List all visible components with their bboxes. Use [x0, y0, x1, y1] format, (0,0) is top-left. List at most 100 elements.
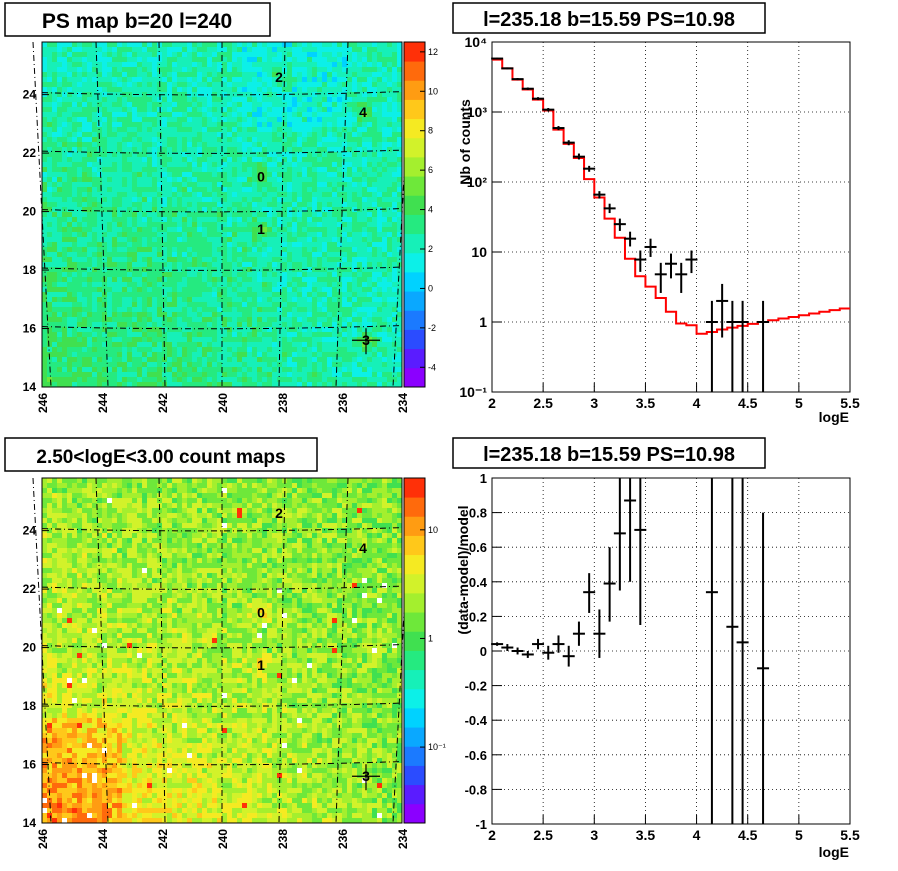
- heatmap-cell: [202, 192, 208, 198]
- heatmap-cell: [52, 147, 58, 153]
- heatmap-cell: [102, 142, 108, 148]
- heatmap-cell: [262, 202, 268, 208]
- heatmap-cell: [397, 47, 403, 53]
- heatmap-cell: [287, 282, 293, 288]
- heatmap-cell: [92, 217, 98, 223]
- heatmap-cell: [232, 317, 238, 323]
- heatmap-cell: [72, 327, 78, 333]
- heatmap-cell: [82, 52, 88, 58]
- heatmap-cell: [357, 102, 363, 108]
- heatmap-cell: [377, 292, 383, 298]
- heatmap-cell: [122, 247, 128, 253]
- heatmap-cell: [87, 302, 93, 308]
- heatmap-cell: [122, 302, 128, 308]
- heatmap-cell: [362, 142, 368, 148]
- heatmap-cell: [372, 352, 378, 358]
- heatmap-cell: [207, 332, 213, 338]
- heatmap-cell: [287, 192, 293, 198]
- heatmap-cell: [197, 122, 203, 128]
- heatmap-cell: [247, 297, 253, 303]
- heatmap-cell: [227, 287, 233, 293]
- heatmap-cell: [237, 202, 243, 208]
- heatmap-cell: [352, 347, 358, 353]
- heatmap-cell: [137, 112, 143, 118]
- heatmap-cell: [97, 382, 103, 388]
- heatmap-cell: [227, 42, 233, 48]
- heatmap-cell: [227, 132, 233, 138]
- heatmap-cell: [207, 42, 213, 48]
- heatmap-cell: [62, 197, 68, 203]
- heatmap-cell: [72, 122, 78, 128]
- heatmap-cell: [102, 207, 108, 213]
- heatmap-cell: [362, 222, 368, 228]
- heatmap-cell: [267, 62, 273, 68]
- heatmap-cell: [197, 77, 203, 83]
- heatmap-cell: [372, 137, 378, 143]
- heatmap-cell: [342, 217, 348, 223]
- heatmap-cell: [242, 352, 248, 358]
- heatmap-cell: [157, 237, 163, 243]
- heatmap-cell: [247, 172, 253, 178]
- heatmap-cell: [147, 42, 153, 48]
- heatmap-cell: [297, 82, 303, 88]
- heatmap-cell: [317, 317, 323, 323]
- heatmap-cell: [187, 117, 193, 123]
- heatmap-cell: [92, 197, 98, 203]
- heatmap-cell: [157, 252, 163, 258]
- heatmap-cell: [237, 57, 243, 63]
- heatmap-cell: [332, 52, 338, 58]
- heatmap-cell: [222, 142, 228, 148]
- heatmap-cell: [307, 117, 313, 123]
- heatmap-cell: [382, 182, 388, 188]
- heatmap-cell: [127, 67, 133, 73]
- heatmap-cell: [47, 347, 53, 353]
- heatmap-cell: [347, 207, 353, 213]
- heatmap-cell: [132, 47, 138, 53]
- heatmap-cell: [137, 52, 143, 58]
- heatmap-cell: [52, 117, 58, 123]
- heatmap-cell: [247, 247, 253, 253]
- heatmap-cell: [277, 77, 283, 83]
- heatmap-cell: [267, 247, 273, 253]
- heatmap-cell: [62, 172, 68, 178]
- heatmap-cell: [192, 352, 198, 358]
- heatmap-cell: [252, 112, 258, 118]
- heatmap-cell: [77, 137, 83, 143]
- heatmap-cell: [132, 57, 138, 63]
- heatmap-cell: [147, 57, 153, 63]
- heatmap-cell: [67, 312, 73, 318]
- heatmap-cell: [282, 257, 288, 263]
- heatmap-cell: [172, 97, 178, 103]
- heatmap-cell: [147, 112, 153, 118]
- heatmap-cell: [337, 142, 343, 148]
- heatmap-cell: [137, 142, 143, 148]
- heatmap-cell: [72, 237, 78, 243]
- heatmap-cell: [197, 317, 203, 323]
- heatmap-cell: [257, 322, 263, 328]
- heatmap-cell: [282, 107, 288, 113]
- heatmap-cell: [292, 307, 298, 313]
- heatmap-cell: [117, 207, 123, 213]
- heatmap-cell: [382, 342, 388, 348]
- heatmap-cell: [137, 62, 143, 68]
- heatmap-cell: [242, 337, 248, 343]
- heatmap-cell: [252, 302, 258, 308]
- heatmap-cell: [252, 312, 258, 318]
- heatmap-cell: [212, 357, 218, 363]
- heatmap-cell: [322, 67, 328, 73]
- heatmap-cell: [42, 127, 48, 133]
- heatmap-cell: [322, 187, 328, 193]
- heatmap-cell: [197, 82, 203, 88]
- heatmap-cell: [357, 122, 363, 128]
- heatmap-cell: [287, 57, 293, 63]
- heatmap-cell: [92, 107, 98, 113]
- heatmap-cell: [102, 282, 108, 288]
- heatmap-cell: [357, 247, 363, 253]
- heatmap-cell: [182, 382, 188, 388]
- heatmap-cell: [282, 247, 288, 253]
- heatmap-cell: [137, 107, 143, 113]
- heatmap-cell: [237, 217, 243, 223]
- heatmap-cell: [262, 177, 268, 183]
- heatmap-cell: [172, 342, 178, 348]
- heatmap-cell: [187, 242, 193, 248]
